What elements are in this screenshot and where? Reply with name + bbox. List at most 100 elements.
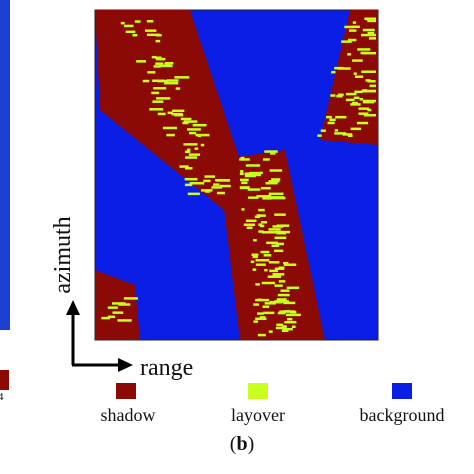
layover-streak [261,281,276,285]
layover-streak [167,111,173,115]
layover-streak [174,113,184,117]
layover-streak [361,70,376,73]
layover-streak [361,33,376,37]
layover-streak [369,84,376,88]
layover-streak [364,17,376,20]
layover-streak [342,133,353,136]
layover-streak [246,226,253,229]
layover-streak [180,117,192,121]
layover-streak [215,178,231,182]
layover-streak [358,107,370,110]
layover-streak [251,253,259,256]
layover-streak [274,249,284,253]
layover-streak [166,133,175,137]
layover-streak [275,326,286,330]
layover-streak [259,171,263,175]
layover-streak [183,120,198,123]
layover-streak [192,123,207,127]
layover-streak [266,241,278,245]
layover-streak [249,173,261,177]
layover-streak [341,40,352,43]
layover-streak [182,121,189,125]
layover-streak [151,55,157,59]
layover-streak [166,79,179,82]
layover-streak [367,80,376,83]
layover-streak [185,156,198,159]
legend-swatch [248,383,268,399]
layover-streak [281,325,287,328]
layover-streak [136,60,146,63]
layover-streak [326,115,332,119]
layover-streak [250,260,255,264]
layover-streak [200,143,205,147]
layover-streak [276,323,284,327]
layover-streak [268,228,281,231]
layover-streak [245,219,257,223]
layover-streak [158,64,173,68]
layover-streak [363,114,376,117]
layover-streak [268,192,284,196]
layover-streak [253,320,259,323]
layover-streak [259,316,266,319]
layover-streak [142,79,150,83]
layover-streak [262,305,270,308]
layover-streak [213,183,220,186]
layover-streak [175,87,181,90]
layover-streak [347,38,357,42]
layover-streak [174,76,190,79]
layover-streak [245,164,261,167]
layover-streak [261,221,268,224]
layover-streak [320,129,326,132]
layover-streak [118,303,131,306]
layover-streak [291,325,296,329]
layover-streak [337,67,351,70]
layover-streak [268,330,273,333]
layover-streak [280,289,290,292]
layover-streak [247,188,261,191]
shadow-band [95,270,140,340]
layover-streak [256,214,266,217]
layover-streak [253,238,257,242]
layover-streak [241,181,248,185]
shadow-band [95,10,255,215]
layover-streak [361,89,376,93]
layover-streak [162,126,178,130]
layover-streak [155,56,162,59]
layover-streak [360,51,369,55]
layover-streak [274,284,283,287]
layover-streak [240,156,245,160]
layover-streak [277,311,286,315]
layover-streak [179,165,189,168]
layover-streak [124,24,134,28]
layover-streak [344,25,354,29]
layover-streak [354,75,364,78]
layover-streak [255,263,266,266]
layover-streak [265,181,278,185]
layover-streak [189,182,205,185]
layover-streak [264,268,268,272]
layover-streak [255,317,267,321]
layover-streak [257,298,262,302]
layover-streak [203,179,211,183]
layover-streak [149,108,164,111]
layover-streak [281,329,289,333]
layover-streak [260,224,265,228]
layover-streak [255,258,270,262]
layover-streak [335,115,347,119]
layover-streak [146,20,154,23]
layover-streak [120,21,125,25]
shadow-band [218,150,325,340]
layover-streak [184,177,198,181]
layover-streak [282,327,293,331]
layover-streak [317,134,322,137]
layover-streak [290,310,297,314]
layover-streak [263,254,272,257]
layover-streak [107,315,116,319]
layover-streak [134,20,141,23]
layover-streak [156,57,166,61]
layover-streak [125,30,136,34]
layover-streak [252,255,259,259]
layover-streak [284,263,297,266]
layover-streak [350,103,361,106]
